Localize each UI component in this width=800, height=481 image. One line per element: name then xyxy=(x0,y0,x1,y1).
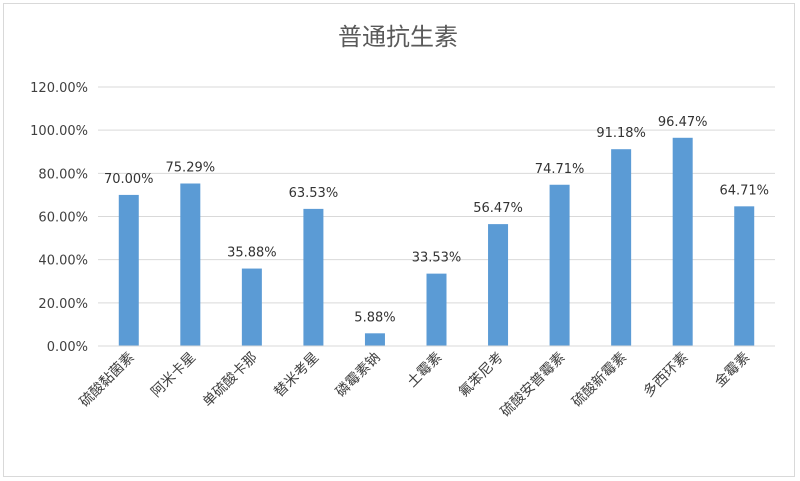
category-label: 磷霉素钠 xyxy=(333,350,384,401)
data-label: 56.47% xyxy=(473,201,523,216)
chart-title: 普通抗生素 xyxy=(338,23,458,51)
y-tick-label: 100.00% xyxy=(30,124,88,139)
y-axis-ticks: 0.00% 20.00% 40.00% 60.00% 80.00% 100.00% 120.… xyxy=(30,81,88,355)
bar xyxy=(180,183,201,346)
bar xyxy=(303,208,324,346)
data-label: 5.88% xyxy=(354,310,395,325)
category-label: 阿米卡星 xyxy=(148,350,199,401)
bar xyxy=(241,268,262,346)
y-tick-label: 80.00% xyxy=(38,167,88,182)
bar xyxy=(672,137,693,346)
data-label: 96.47% xyxy=(658,115,708,130)
data-label: 64.71% xyxy=(719,183,769,198)
category-label: 硫酸新霉素 xyxy=(569,350,630,411)
category-label: 替米考星 xyxy=(271,350,322,401)
data-label: 70.00% xyxy=(104,172,154,187)
bar xyxy=(426,273,447,346)
bar xyxy=(364,333,385,346)
category-label: 多西环素 xyxy=(640,349,692,401)
data-label: 35.88% xyxy=(227,246,277,261)
category-label: 单硫酸卡那 xyxy=(200,350,261,411)
gridlines xyxy=(98,86,775,304)
data-label: 74.71% xyxy=(535,162,585,177)
data-label: 33.53% xyxy=(412,251,462,266)
y-tick-label: 40.00% xyxy=(38,254,88,269)
bars xyxy=(118,137,755,346)
category-label: 硫酸安普霉素 xyxy=(498,350,569,421)
y-tick-label: 20.00% xyxy=(38,297,88,312)
category-label: 硫酸黏菌素 xyxy=(77,350,138,411)
category-label: 氟苯尼考 xyxy=(455,349,507,401)
data-labels: 70.00% 75.29% 35.88% 63.53% 5.88% 33.53% 56.47… xyxy=(104,115,769,326)
y-tick-label: 0.00% xyxy=(47,340,88,355)
category-label: 土霉素 xyxy=(404,350,445,391)
data-label: 63.53% xyxy=(289,186,339,201)
y-tick-label: 120.00% xyxy=(30,81,88,96)
category-label: 金霉素 xyxy=(712,350,753,391)
bar xyxy=(734,206,755,346)
bar xyxy=(118,194,139,346)
bar xyxy=(611,149,632,346)
y-tick-label: 60.00% xyxy=(38,211,88,226)
data-label: 75.29% xyxy=(166,160,216,175)
bar xyxy=(549,184,570,346)
bar xyxy=(488,224,509,346)
data-label: 91.18% xyxy=(596,126,646,141)
